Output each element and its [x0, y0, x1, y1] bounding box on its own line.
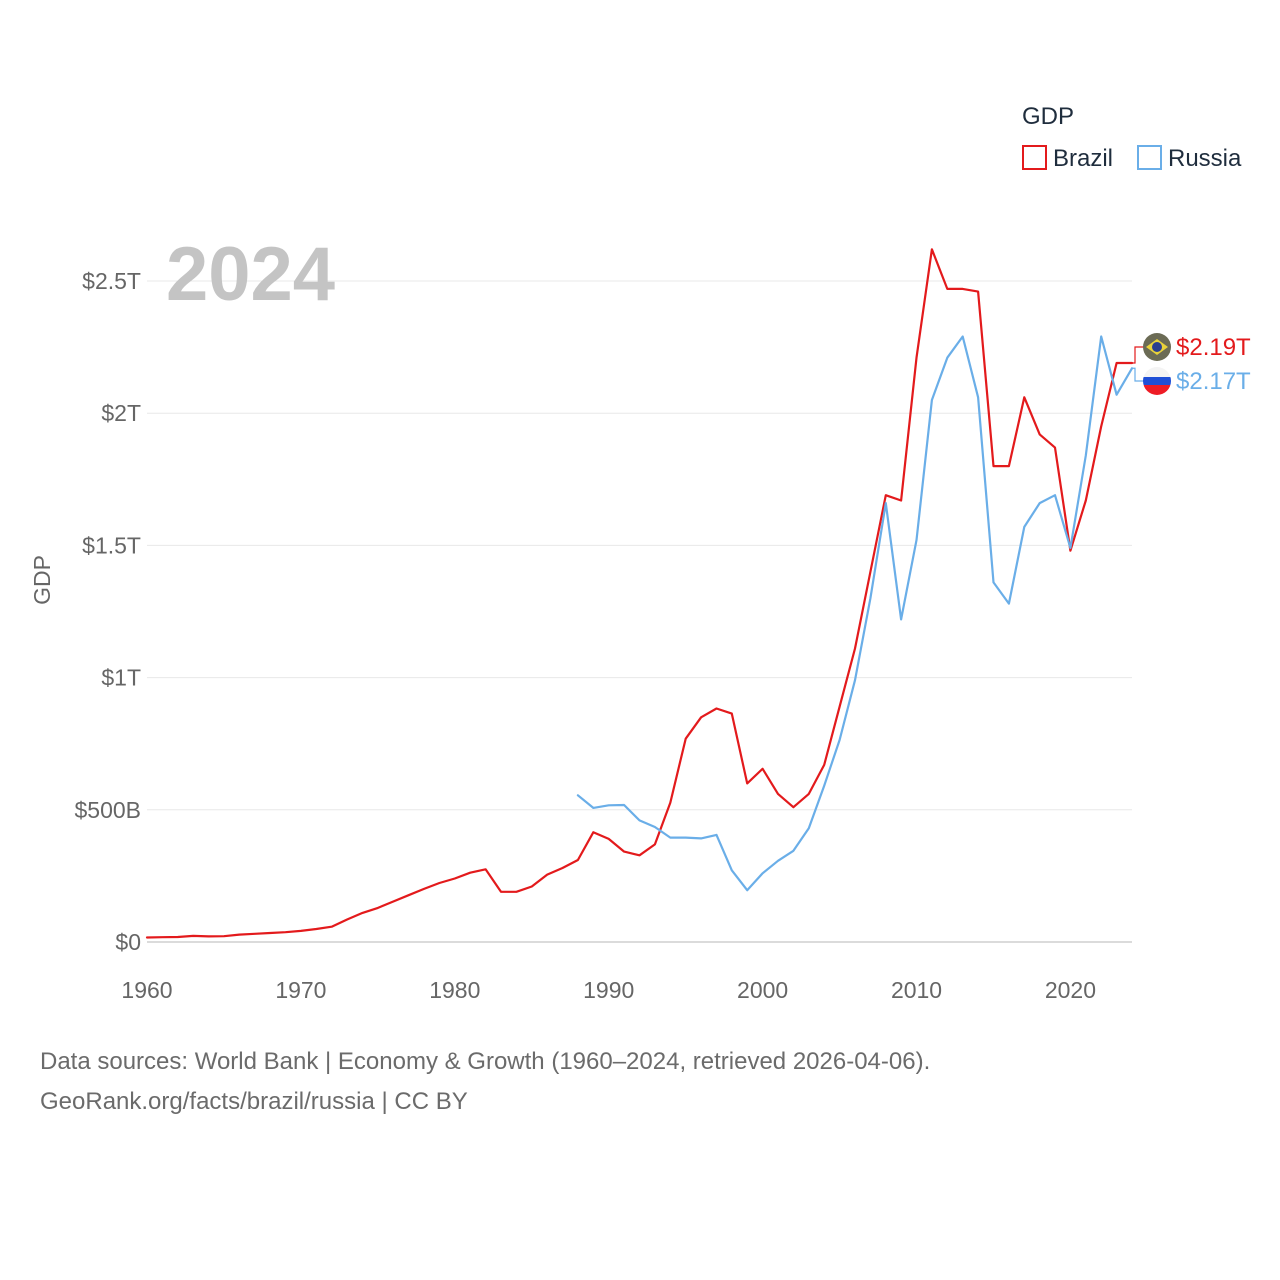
- x-tick-label: 1980: [429, 977, 480, 1003]
- x-tick-label: 2020: [1045, 977, 1096, 1003]
- y-tick-label: $1.5T: [82, 532, 141, 558]
- y-tick-label: $500B: [74, 797, 141, 823]
- end-connector-brazil: [1132, 346, 1144, 364]
- data-sources-text: Data sources: World Bank | Economy & Gro…: [40, 1048, 931, 1075]
- x-tick-label: 2000: [737, 977, 788, 1003]
- legend-title: GDP: [1022, 103, 1074, 130]
- legend-label-brazil: Brazil: [1053, 145, 1113, 172]
- x-axis: 1960 1970 1980 1990 2000 2010 2020: [121, 977, 1096, 1003]
- end-label-brazil: $2.19T: [1176, 334, 1251, 361]
- series-line-brazil[interactable]: [145, 248, 1134, 939]
- y-tick-label: $1T: [101, 665, 141, 691]
- x-tick-label: 1970: [275, 977, 326, 1003]
- legend: GDP Brazil Russia: [1022, 103, 1242, 172]
- y-tick-label: $2.5T: [82, 268, 141, 294]
- x-tick-label: 2010: [891, 977, 942, 1003]
- legend-item-brazil[interactable]: Brazil: [1022, 145, 1113, 172]
- y-axis: $0 $500B $1T $1.5T $2T $2.5T: [74, 268, 141, 955]
- x-tick-label: 1960: [121, 977, 172, 1003]
- attribution-text: GeoRank.org/facts/brazil/russia | CC BY: [40, 1088, 468, 1115]
- year-label: 2024: [166, 232, 335, 317]
- series-lines: [145, 248, 1134, 939]
- legend-swatch-brazil: [1022, 145, 1047, 170]
- y-tick-label: $0: [115, 929, 141, 955]
- legend-swatch-russia: [1137, 145, 1162, 170]
- brazil-flag-icon: [1143, 333, 1171, 361]
- end-connector-russia: [1132, 367, 1144, 382]
- y-tick-label: $2T: [101, 400, 141, 426]
- series-end-labels: $2.19T $2.17T: [1132, 333, 1251, 395]
- legend-item-russia[interactable]: Russia: [1137, 145, 1242, 172]
- end-label-russia: $2.17T: [1176, 368, 1251, 395]
- legend-label-russia: Russia: [1168, 145, 1242, 172]
- gridlines: [147, 280, 1132, 943]
- x-tick-label: 1990: [583, 977, 634, 1003]
- y-axis-title: GDP: [29, 555, 55, 605]
- series-line-russia[interactable]: [576, 335, 1134, 892]
- footer: Data sources: World Bank | Economy & Gro…: [40, 1042, 930, 1122]
- russia-flag-icon: [1143, 367, 1171, 395]
